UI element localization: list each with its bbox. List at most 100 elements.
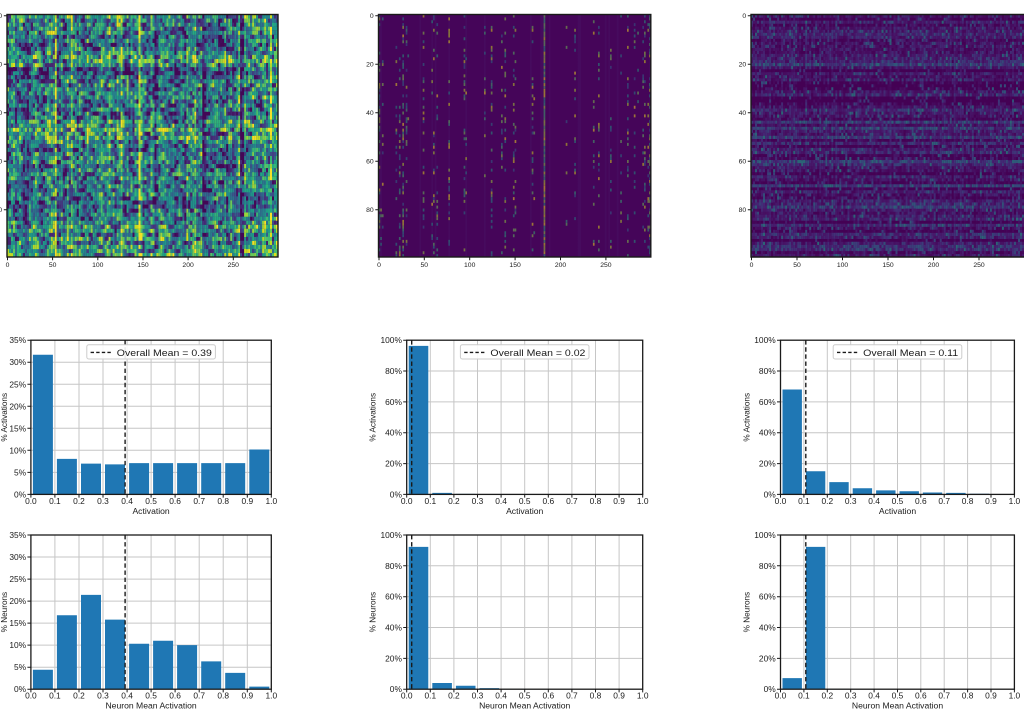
svg-text:0.6: 0.6 [542, 496, 554, 506]
svg-text:0.3: 0.3 [472, 496, 484, 506]
svg-text:0.2: 0.2 [448, 496, 460, 506]
svg-text:100: 100 [92, 262, 104, 269]
svg-text:1.0: 1.0 [637, 496, 649, 506]
svg-text:0.2: 0.2 [73, 691, 85, 701]
svg-text:0.5: 0.5 [519, 691, 531, 701]
svg-text:250: 250 [973, 262, 985, 269]
svg-text:0: 0 [750, 262, 754, 269]
svg-text:40: 40 [0, 110, 2, 117]
svg-text:0: 0 [742, 13, 746, 20]
svg-text:20%: 20% [385, 459, 402, 469]
svg-text:Overall Mean = 0.11: Overall Mean = 0.11 [863, 348, 958, 359]
svg-text:60: 60 [0, 159, 2, 166]
svg-text:0.8: 0.8 [962, 691, 974, 701]
svg-text:40%: 40% [385, 623, 402, 633]
svg-text:Neuron Mean Activation: Neuron Mean Activation [105, 701, 196, 711]
svg-text:20: 20 [0, 62, 2, 69]
svg-text:0%: 0% [14, 489, 27, 499]
svg-text:100%: 100% [380, 530, 402, 540]
svg-text:40: 40 [366, 110, 374, 117]
svg-text:0%: 0% [390, 489, 403, 499]
svg-text:100%: 100% [380, 335, 402, 345]
svg-text:0.4: 0.4 [495, 691, 507, 701]
svg-text:0.1: 0.1 [49, 691, 61, 701]
svg-text:50: 50 [793, 262, 801, 269]
svg-text:30%: 30% [9, 552, 26, 562]
svg-text:0.3: 0.3 [97, 496, 109, 506]
svg-text:150: 150 [137, 262, 149, 269]
svg-text:0.8: 0.8 [962, 496, 974, 506]
svg-text:0.2: 0.2 [821, 496, 833, 506]
svg-text:80%: 80% [759, 561, 776, 571]
svg-text:0.0: 0.0 [25, 496, 37, 506]
svg-text:20: 20 [366, 62, 374, 69]
svg-text:5%: 5% [14, 662, 27, 672]
svg-text:50: 50 [421, 262, 429, 269]
svg-text:35%: 35% [9, 335, 26, 345]
svg-text:25%: 25% [9, 379, 26, 389]
svg-text:0.1: 0.1 [49, 496, 61, 506]
svg-text:10%: 10% [9, 445, 26, 455]
svg-text:0.0: 0.0 [401, 496, 413, 506]
svg-text:0.7: 0.7 [193, 496, 205, 506]
svg-text:Activation: Activation [506, 506, 543, 516]
svg-text:0.9: 0.9 [241, 496, 253, 506]
svg-text:0.6: 0.6 [169, 496, 181, 506]
svg-text:0: 0 [0, 13, 2, 20]
svg-text:Activation: Activation [132, 506, 169, 516]
svg-text:0.3: 0.3 [472, 691, 484, 701]
svg-text:0.9: 0.9 [985, 496, 997, 506]
svg-text:0.2: 0.2 [821, 691, 833, 701]
svg-text:35%: 35% [9, 530, 26, 540]
svg-text:80: 80 [739, 207, 747, 214]
svg-text:100: 100 [464, 262, 476, 269]
svg-text:0.3: 0.3 [845, 496, 857, 506]
svg-text:% Activations: % Activations [743, 393, 752, 442]
svg-text:% Neurons: % Neurons [369, 592, 378, 633]
svg-text:Neuron Mean Activation: Neuron Mean Activation [479, 701, 570, 711]
svg-text:0.4: 0.4 [868, 496, 880, 506]
svg-text:40%: 40% [385, 428, 402, 438]
svg-text:0.8: 0.8 [217, 691, 229, 701]
svg-text:0.0: 0.0 [775, 691, 787, 701]
svg-text:0.6: 0.6 [542, 691, 554, 701]
svg-text:% Neurons: % Neurons [743, 592, 752, 633]
svg-text:0.4: 0.4 [868, 691, 880, 701]
svg-text:0%: 0% [14, 684, 27, 694]
svg-text:50: 50 [49, 262, 57, 269]
svg-text:20%: 20% [9, 401, 26, 411]
svg-text:Overall Mean = 0.02: Overall Mean = 0.02 [490, 348, 585, 359]
svg-text:150: 150 [882, 262, 894, 269]
svg-text:0.7: 0.7 [566, 691, 578, 701]
svg-text:0.8: 0.8 [217, 496, 229, 506]
svg-text:% Activations: % Activations [0, 393, 9, 442]
svg-text:80: 80 [0, 207, 2, 214]
svg-text:60%: 60% [385, 397, 402, 407]
svg-text:0.2: 0.2 [448, 691, 460, 701]
svg-text:60%: 60% [385, 592, 402, 602]
svg-text:0%: 0% [764, 684, 777, 694]
svg-text:10%: 10% [9, 640, 26, 650]
svg-text:1.0: 1.0 [265, 496, 277, 506]
svg-text:0.1: 0.1 [424, 496, 436, 506]
svg-text:0.5: 0.5 [519, 496, 531, 506]
svg-text:30%: 30% [9, 357, 26, 367]
svg-text:0.1: 0.1 [798, 691, 810, 701]
svg-text:0.9: 0.9 [241, 691, 253, 701]
svg-text:20%: 20% [759, 653, 776, 663]
svg-text:Activation: Activation [879, 506, 916, 516]
svg-text:1.0: 1.0 [265, 691, 277, 701]
svg-text:0.6: 0.6 [915, 496, 927, 506]
svg-text:80%: 80% [385, 561, 402, 571]
svg-text:80: 80 [366, 207, 374, 214]
svg-text:0.7: 0.7 [193, 691, 205, 701]
svg-text:0%: 0% [764, 489, 777, 499]
svg-text:0: 0 [377, 262, 381, 269]
svg-text:80%: 80% [385, 366, 402, 376]
svg-text:0.3: 0.3 [97, 691, 109, 701]
svg-text:5%: 5% [14, 467, 27, 477]
svg-text:0.4: 0.4 [495, 496, 507, 506]
svg-text:80%: 80% [759, 366, 776, 376]
svg-text:25%: 25% [9, 574, 26, 584]
svg-text:20%: 20% [385, 653, 402, 663]
